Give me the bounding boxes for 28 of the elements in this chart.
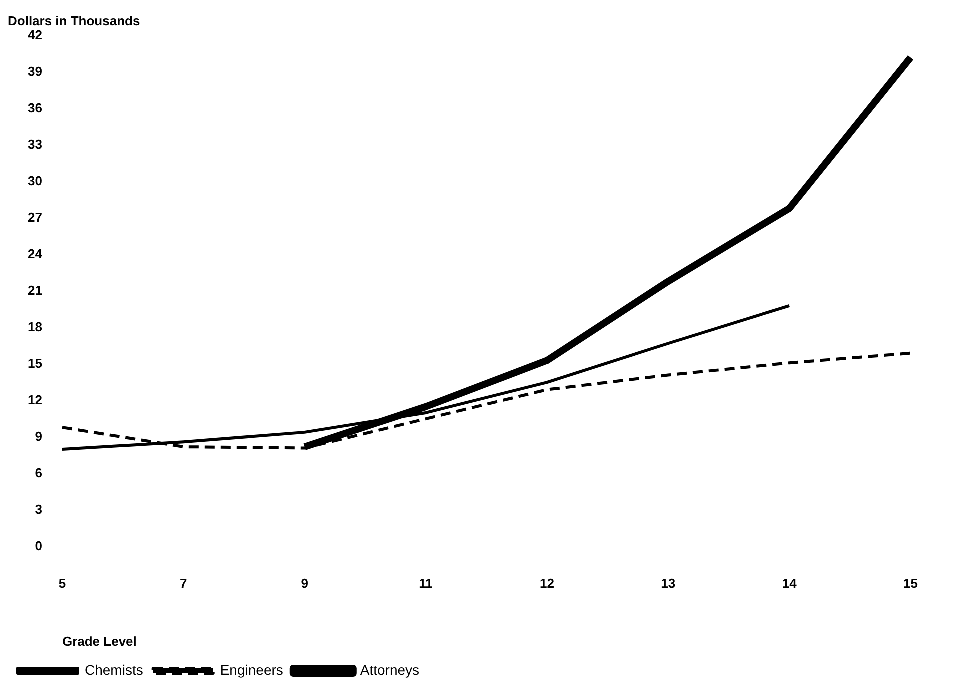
x-tick-label: 9 xyxy=(301,576,308,592)
y-tick-label: 18 xyxy=(28,319,42,334)
y-axis-title: Dollars in Thousands xyxy=(8,14,140,29)
y-tick-label: 0 xyxy=(35,538,42,554)
y-tick-label: 42 xyxy=(28,27,42,42)
y-tick-label: 33 xyxy=(28,136,42,152)
x-tick-label: 15 xyxy=(904,576,918,592)
y-tick-label: 3 xyxy=(35,502,42,517)
y-tick-label: 39 xyxy=(28,64,42,79)
x-tick-label: 7 xyxy=(180,576,188,592)
y-tick-label: 21 xyxy=(28,282,42,298)
x-tick-label: 5 xyxy=(58,576,66,592)
y-tick-label: 12 xyxy=(28,392,42,408)
legend-label: Chemists xyxy=(85,662,144,678)
x-axis-title: Grade Level xyxy=(62,634,137,649)
y-tick-label: 24 xyxy=(28,246,44,262)
y-tick-label: 36 xyxy=(28,100,42,116)
y-tick-label: 15 xyxy=(28,356,42,371)
legend-label: Engineers xyxy=(220,662,284,678)
y-tick-label: 9 xyxy=(35,428,42,444)
x-tick-label: 12 xyxy=(540,576,554,592)
legend-label: Attorneys xyxy=(360,662,420,678)
x-tick-label: 13 xyxy=(661,576,676,592)
y-tick-label: 27 xyxy=(28,210,42,225)
y-tick-label: 30 xyxy=(28,173,42,188)
x-tick-label: 14 xyxy=(782,576,798,592)
x-tick-label: 11 xyxy=(419,576,433,592)
y-tick-label: 6 xyxy=(35,465,42,480)
